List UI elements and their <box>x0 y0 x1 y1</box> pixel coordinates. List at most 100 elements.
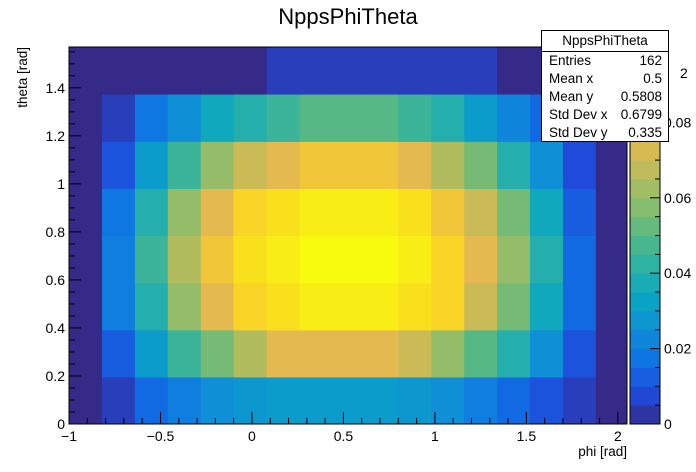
heatmap-cell <box>101 376 136 425</box>
heatmap-cell <box>562 141 597 189</box>
heatmap-cell <box>332 329 366 378</box>
colorbar-band <box>630 235 660 255</box>
heatmap-cell <box>299 329 333 378</box>
stats-value: 0.5808 <box>620 89 662 104</box>
heatmap-cell <box>332 376 366 425</box>
colorbar-band <box>630 178 660 199</box>
chart-title: NppsPhiTheta <box>278 4 418 29</box>
heatmap-cell <box>299 376 333 425</box>
heatmap-cell <box>266 94 301 142</box>
heatmap-cell <box>562 235 597 284</box>
y-tick-label: 1 <box>57 176 65 192</box>
heatmap-cell <box>332 141 366 189</box>
heatmap-cell <box>266 47 301 95</box>
heatmap-cell <box>562 282 597 331</box>
heatmap-cell <box>200 94 235 142</box>
heatmap-cell <box>266 188 301 236</box>
heatmap-cell <box>167 141 202 189</box>
stats-row-stddev-x: Std Dev x 0.6799 <box>542 106 668 124</box>
colorbar-tick-label: 0.04 <box>664 265 691 281</box>
heatmap-cell <box>562 376 597 425</box>
y-axis-title: theta [rad] <box>15 47 30 108</box>
heatmap-cell <box>595 376 628 425</box>
heatmap-cell <box>464 47 498 95</box>
heatmap-cell <box>200 376 235 425</box>
heatmap-cell <box>464 235 498 284</box>
heatmap-cell <box>266 329 301 378</box>
heatmap-cell <box>365 235 399 284</box>
x-tick-label: −1 <box>61 428 77 444</box>
stats-box: NppsPhiTheta Entries 162 Mean x 0.5 Mean… <box>541 30 669 142</box>
x-tick-label: 2 <box>614 428 622 444</box>
stats-row-mean-y: Mean y 0.5808 <box>542 88 668 106</box>
heatmap-cell <box>497 329 531 378</box>
stats-value: 0.5 <box>643 71 662 86</box>
heatmap-cell <box>464 94 498 142</box>
heatmap-cell <box>134 94 169 142</box>
x-tick-label: −0.5 <box>147 428 175 444</box>
colorbar-band <box>630 348 660 368</box>
heatmap-cell <box>134 235 169 284</box>
heatmap-cell <box>299 235 333 284</box>
colorbar-band <box>630 216 660 236</box>
heatmap-cell <box>167 282 202 331</box>
heatmap-cell <box>595 329 628 378</box>
heatmap-cell <box>332 282 366 331</box>
heatmap-cell <box>530 282 564 331</box>
heatmap-cell <box>233 282 268 331</box>
heatmap-cell <box>431 94 465 142</box>
heatmap-cell <box>497 47 531 95</box>
stats-row-mean-x: Mean x 0.5 <box>542 70 668 88</box>
heatmap-cell <box>365 47 399 95</box>
heatmap-cell <box>134 188 169 236</box>
heatmap-cell <box>398 376 432 425</box>
colorbar-band <box>630 141 660 161</box>
heatmap-cell <box>464 188 498 236</box>
heatmap-cell <box>332 47 366 95</box>
heatmap-cell <box>200 188 235 236</box>
heatmap-cell <box>464 376 498 425</box>
stats-row-stddev-y: Std Dev y 0.335 <box>542 124 668 142</box>
heatmap-cell <box>464 141 498 189</box>
heatmap-cell <box>431 329 465 378</box>
heatmap-cell <box>69 376 103 425</box>
heatmap-cell <box>167 235 202 284</box>
heatmap-cell <box>266 235 301 284</box>
heatmap-cell <box>101 235 136 284</box>
heatmap-cell <box>167 329 202 378</box>
colorbar-band <box>630 292 660 312</box>
y-tick-label: 1.4 <box>46 80 66 96</box>
heatmap-cell <box>69 329 103 378</box>
heatmap-cell <box>398 94 432 142</box>
x-tick-label: 0.5 <box>334 428 354 444</box>
heatmap-cell <box>365 376 399 425</box>
x-tick-label: 0 <box>248 428 256 444</box>
heatmap-cell <box>233 94 268 142</box>
heatmap-cell <box>299 94 333 142</box>
colorbar-band <box>630 197 660 218</box>
stats-row-entries: Entries 162 <box>542 52 668 70</box>
heatmap-cell <box>200 47 235 95</box>
y-tick-label: 0 <box>57 416 65 432</box>
colorbar-band <box>630 329 660 350</box>
stats-value: 0.6799 <box>620 107 662 122</box>
heatmap-cell <box>464 329 498 378</box>
heatmap-cell <box>167 47 202 95</box>
heatmap-cell <box>431 282 465 331</box>
heatmap-cell <box>497 94 531 142</box>
stats-label: Mean y <box>549 89 594 104</box>
heatmap-cell <box>101 141 136 189</box>
y-tick-label: 1.2 <box>46 128 66 144</box>
heatmap-cell <box>332 188 366 236</box>
heatmap-cell <box>134 282 169 331</box>
heatmap-cell <box>332 235 366 284</box>
heatmap-cell <box>167 94 202 142</box>
heatmap-cell <box>562 329 597 378</box>
heatmap-cell <box>69 141 103 189</box>
colorbar-band <box>630 367 660 387</box>
heatmap-cell <box>233 141 268 189</box>
stats-title: NppsPhiTheta <box>542 31 668 52</box>
heatmap-cell <box>365 141 399 189</box>
heatmap-cell <box>101 94 136 142</box>
